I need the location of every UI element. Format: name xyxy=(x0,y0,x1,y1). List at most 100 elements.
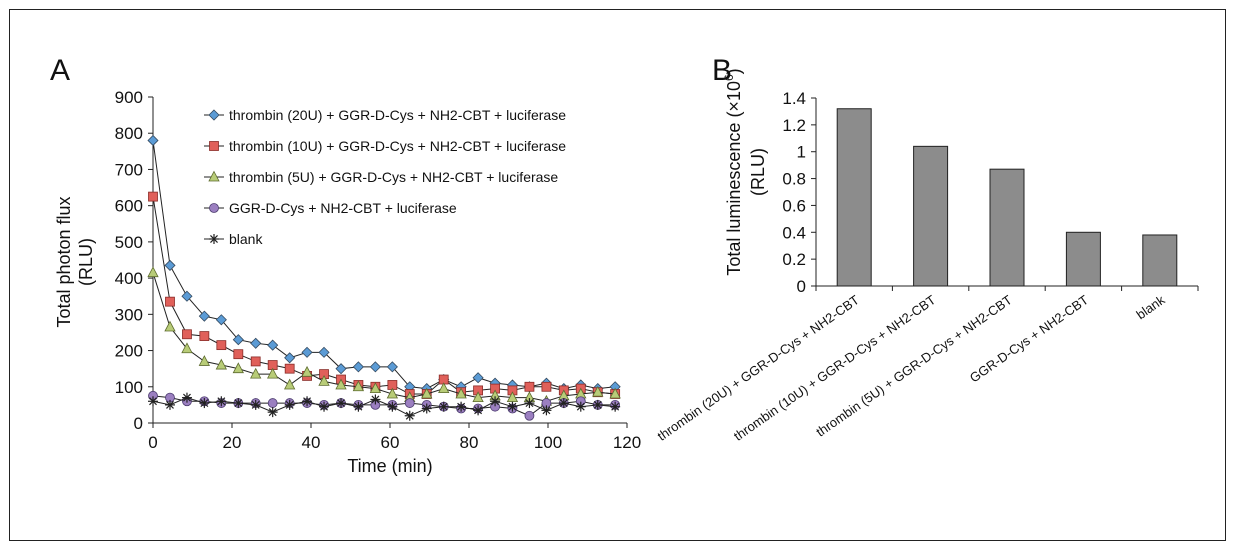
data-point xyxy=(370,394,381,405)
data-point xyxy=(284,378,296,390)
data-point xyxy=(352,361,364,373)
data-point xyxy=(335,378,347,390)
y-axis-label-b-line1: Total luminescence (×106) xyxy=(722,68,744,275)
data-point xyxy=(335,363,347,375)
x-axis-label-a: Time (min) xyxy=(347,456,432,476)
data-point xyxy=(352,380,365,392)
x-tick-label: 80 xyxy=(460,433,479,452)
data-point xyxy=(198,355,211,366)
data-point xyxy=(284,363,295,374)
data-point xyxy=(353,401,364,412)
series-line xyxy=(152,395,616,417)
data-point xyxy=(319,401,330,412)
y-tick-label: 0.2 xyxy=(782,250,806,269)
series-line xyxy=(152,196,616,395)
y-tick-label: 500 xyxy=(115,233,143,252)
data-point xyxy=(592,385,604,397)
data-point xyxy=(404,398,415,408)
legend-label: GGR-D-Cys + NH2-CBT + luciferase xyxy=(229,200,457,216)
y-tick-label: 1.2 xyxy=(782,116,806,135)
data-point xyxy=(232,362,244,374)
bar-thrombin-10u-ggr-d-cys-nh2-cbt xyxy=(913,145,949,287)
legend-marker xyxy=(208,170,220,182)
y-tick-label: 100 xyxy=(115,378,143,397)
legend-label: thrombin (10U) + GGR-D-Cys + NH2-CBT + l… xyxy=(229,138,566,154)
legend-label: thrombin (5U) + GGR-D-Cys + NH2-CBT + lu… xyxy=(229,169,558,185)
y-tick-label: 200 xyxy=(115,342,143,361)
legend-item: thrombin (20U) + GGR-D-Cys + NH2-CBT + l… xyxy=(204,107,566,123)
data-point xyxy=(473,405,484,416)
data-point xyxy=(369,382,382,393)
data-point xyxy=(199,331,210,341)
y-tick-label: 300 xyxy=(115,305,143,324)
x-tick-label: 100 xyxy=(534,433,562,452)
x-tick-label: 40 xyxy=(302,433,321,452)
legend-label: thrombin (20U) + GGR-D-Cys + NH2-CBT + l… xyxy=(229,107,566,123)
series-line xyxy=(152,397,616,417)
data-point xyxy=(267,407,278,418)
data-point xyxy=(421,403,432,414)
data-point xyxy=(558,398,569,409)
data-point xyxy=(250,367,262,379)
data-point xyxy=(181,392,192,403)
y-axis-label-a-line1: Total photon flux xyxy=(54,196,74,327)
figure-frame xyxy=(9,9,1226,541)
data-point xyxy=(301,346,313,358)
data-point xyxy=(318,346,330,358)
y-axis-label-a-line2: (RLU) xyxy=(76,238,96,286)
data-point xyxy=(318,374,330,386)
legend-label: blank xyxy=(229,231,263,247)
data-point xyxy=(387,401,398,412)
series-blank xyxy=(148,392,621,421)
data-point xyxy=(472,391,484,403)
y-tick-label: 1.4 xyxy=(782,89,806,108)
data-point xyxy=(284,352,296,364)
data-point xyxy=(609,387,621,399)
legend-item: blank xyxy=(204,231,263,247)
x-tick-label: 20 xyxy=(223,433,242,452)
data-point xyxy=(147,134,159,147)
y-tick-label: 1 xyxy=(797,143,806,162)
data-point xyxy=(301,365,313,377)
data-point xyxy=(250,356,261,367)
data-point xyxy=(541,405,552,416)
data-point xyxy=(182,329,192,340)
data-point xyxy=(164,320,176,332)
y-axis-label-b-line2: (RLU) xyxy=(748,148,768,196)
data-point xyxy=(438,401,449,412)
chart-a: A 0 100 200 300 400 500 600 700 800 900 0 20 40 60 80… xyxy=(50,54,641,476)
data-point xyxy=(524,398,535,409)
panel-label-b: B xyxy=(712,54,732,87)
data-point xyxy=(472,372,484,384)
x-tick-label: 120 xyxy=(613,433,641,452)
data-point xyxy=(232,334,244,346)
data-point xyxy=(165,296,175,307)
legend-marker xyxy=(209,141,219,151)
data-point xyxy=(302,396,313,407)
data-point xyxy=(506,391,519,403)
y-tick-label: 800 xyxy=(115,124,143,143)
y-tick-label: 700 xyxy=(115,160,143,179)
y-tick-label: 900 xyxy=(115,88,143,107)
x-tick-label: 60 xyxy=(381,433,400,452)
series-thrombin-5u-ggr-d-cys-nh2-cbt-luciferase xyxy=(147,266,621,406)
legend-item: thrombin (5U) + GGR-D-Cys + NH2-CBT + lu… xyxy=(204,169,558,185)
data-point xyxy=(148,191,158,202)
legend-marker xyxy=(209,203,219,213)
data-point xyxy=(267,339,279,351)
data-point xyxy=(233,349,244,360)
data-point xyxy=(164,259,176,271)
data-point xyxy=(147,266,159,278)
data-point xyxy=(575,401,586,412)
data-point xyxy=(404,410,415,421)
data-point xyxy=(181,342,193,354)
y-tick-label: 0.8 xyxy=(782,170,806,189)
y-tick-label: 0 xyxy=(134,414,143,433)
data-point xyxy=(199,398,210,409)
data-point xyxy=(267,367,279,379)
data-point xyxy=(148,396,158,407)
data-point xyxy=(198,310,210,322)
data-point xyxy=(490,396,501,407)
data-point xyxy=(181,290,193,302)
